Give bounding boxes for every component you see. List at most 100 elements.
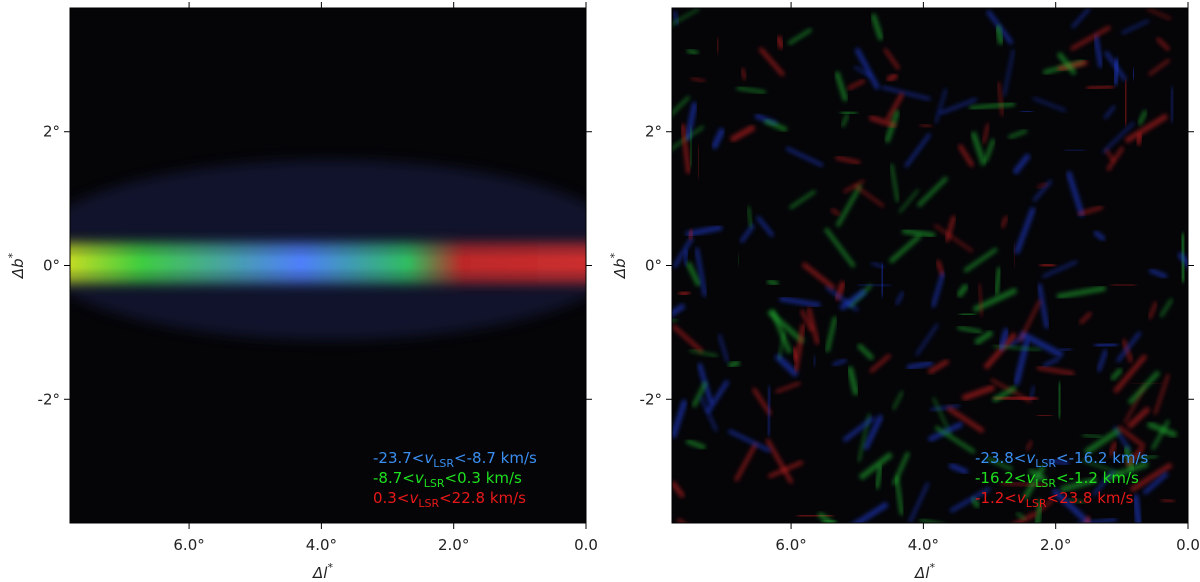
filament (994, 25, 1005, 45)
filament (858, 283, 891, 287)
x-tick-label: 0.0 (574, 536, 598, 554)
legend-range-high: <-16.2 km/s (1056, 449, 1148, 467)
filament (1022, 464, 1046, 500)
filament (854, 184, 885, 208)
filament (862, 414, 884, 451)
legend-subscript: LSR (433, 457, 454, 470)
filament (933, 224, 974, 253)
filament (1014, 206, 1036, 255)
filament (691, 381, 708, 408)
filament (1153, 374, 1170, 415)
filament (1064, 148, 1085, 152)
filament (1161, 498, 1175, 504)
filament (1132, 494, 1142, 523)
filament (969, 101, 1015, 111)
legend-entry: 0.3<vLSR<22.8 km/s (373, 489, 526, 510)
y-axis-label-text: Δb (611, 258, 629, 279)
filament (1042, 260, 1078, 278)
filament (1084, 516, 1092, 523)
filament (1146, 8, 1172, 21)
filament (1103, 460, 1149, 482)
filament (939, 97, 977, 115)
filament (694, 247, 707, 297)
y-tick-label: 2° (43, 123, 60, 141)
filament (886, 72, 899, 83)
filament (1003, 49, 1015, 96)
filament (1096, 349, 1108, 372)
filament (824, 316, 838, 353)
filament (983, 138, 996, 163)
filament (1104, 148, 1116, 163)
filament (672, 8, 700, 26)
filament (705, 379, 730, 414)
filament (930, 403, 960, 412)
filament (799, 309, 814, 332)
filament (916, 176, 949, 208)
filament (888, 233, 922, 264)
y-tick-label: -2° (640, 390, 662, 408)
filament (835, 155, 861, 165)
y-axis-label-sup: * (6, 252, 19, 258)
legend-subscript: LSR (1035, 457, 1056, 470)
filament (1121, 19, 1150, 35)
filament (870, 13, 884, 41)
filament (908, 482, 930, 523)
filament (797, 512, 833, 519)
filament (834, 71, 849, 102)
legend-range-low: -16.2< (975, 469, 1026, 487)
filament (787, 27, 813, 46)
filament (879, 263, 885, 297)
filament (1086, 84, 1114, 91)
filament (1034, 499, 1044, 523)
filament (672, 324, 704, 354)
filament (963, 247, 998, 273)
filament (1037, 283, 1050, 329)
filament (779, 296, 821, 308)
legend-range-low: -23.8< (975, 449, 1026, 467)
filament (734, 442, 758, 482)
legend-variable: v (1026, 449, 1036, 467)
filament (1122, 446, 1136, 472)
filament (1106, 146, 1125, 172)
filament (686, 48, 699, 56)
legend-subscript: LSR (424, 477, 445, 490)
filament (1116, 331, 1142, 363)
filament (840, 109, 857, 116)
legend-range-high: <0.3 km/s (445, 469, 523, 487)
filament (755, 215, 775, 238)
filament (763, 118, 788, 133)
filament (1032, 97, 1067, 112)
filament (881, 85, 931, 101)
filament (830, 207, 841, 217)
filament (1142, 471, 1169, 495)
filament (1151, 419, 1171, 451)
filament (793, 323, 806, 372)
filament (739, 223, 756, 244)
filament (946, 405, 985, 434)
filament (1051, 488, 1091, 523)
legend-range-high: <-1.2 km/s (1056, 469, 1139, 487)
image-panel (70, 8, 586, 523)
filament (1013, 338, 1031, 386)
filament (710, 127, 726, 150)
filament (685, 261, 702, 287)
filament (1008, 128, 1028, 140)
filament (934, 88, 948, 124)
filament (1036, 365, 1075, 376)
filament (1126, 406, 1151, 429)
legend-entry: -1.2<vLSR<23.8 km/s (975, 489, 1134, 510)
legend-range-high: <22.8 km/s (439, 489, 526, 507)
filament (977, 283, 984, 317)
filament (1092, 469, 1115, 497)
y-tick-label: 0° (645, 257, 662, 275)
filament (1122, 80, 1129, 125)
filament (839, 288, 867, 311)
filament (856, 343, 875, 361)
x-tick-label: 2.0° (1040, 536, 1071, 554)
filament (1093, 230, 1106, 242)
image-panel (672, 8, 1188, 523)
filament (1124, 113, 1169, 144)
filament (672, 236, 694, 269)
filament (919, 123, 932, 128)
filament (672, 303, 686, 317)
